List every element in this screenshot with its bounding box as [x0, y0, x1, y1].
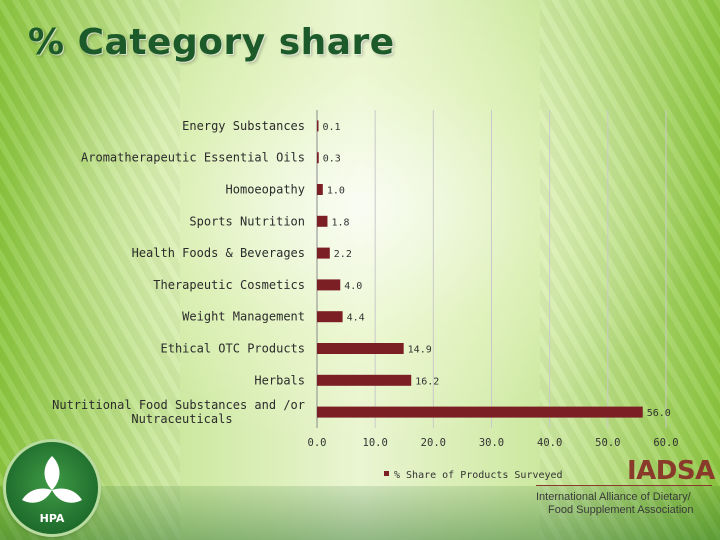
- bar: [317, 120, 319, 132]
- background-leaf-right: [540, 0, 720, 540]
- category-label: Ethical OTC Products: [161, 342, 306, 356]
- data-label: 1.8: [331, 217, 349, 228]
- bar: [317, 247, 330, 259]
- category-label: Herbals: [254, 373, 305, 387]
- x-tick-label: 20.0: [421, 437, 446, 449]
- hpa-leaf-icon: [22, 456, 82, 503]
- data-label: 14.9: [408, 345, 432, 356]
- iadsa-full-name-line2: Food Supplement Association: [548, 504, 694, 516]
- category-label: Therapeutic Cosmetics: [153, 278, 305, 292]
- bar: [317, 279, 341, 291]
- bar: [317, 374, 412, 386]
- x-tick-label: 0.0: [308, 437, 327, 449]
- data-label: 16.2: [415, 376, 439, 387]
- bar: [317, 343, 404, 354]
- bar: [317, 311, 343, 323]
- legend-label: % Share of Products Surveyed: [394, 470, 563, 481]
- legend-swatch: [384, 471, 389, 476]
- data-label: 56.0: [647, 408, 671, 419]
- x-tick-label: 30.0: [479, 437, 504, 449]
- data-label: 4.0: [344, 281, 362, 292]
- data-label: 4.4: [347, 313, 365, 324]
- hpa-logo: HPA: [6, 442, 98, 534]
- category-label: Energy Substances: [182, 119, 305, 133]
- bar: [317, 215, 328, 227]
- data-label: 2.2: [334, 249, 352, 260]
- data-label: 0.3: [323, 154, 341, 165]
- x-tick-label: 50.0: [595, 437, 620, 449]
- iadsa-full-name-line1: International Alliance of Dietary/: [536, 491, 691, 503]
- category-label: Nutritional Food Substances and /or: [52, 398, 305, 412]
- category-label: Health Foods & Beverages: [132, 246, 305, 260]
- x-tick-label: 60.0: [653, 437, 678, 449]
- bar: [317, 406, 643, 418]
- iadsa-logo-text: IADSA: [627, 456, 715, 486]
- footer-band: [0, 486, 720, 540]
- hpa-logo-text: HPA: [39, 512, 65, 525]
- x-tick-label: 10.0: [363, 437, 388, 449]
- x-tick-label: 40.0: [537, 437, 562, 449]
- data-label: 0.1: [323, 122, 341, 133]
- category-label: Aromatherapeutic Essential Oils: [81, 151, 305, 165]
- category-label: Nutraceuticals: [131, 412, 232, 426]
- category-label: Homoeopathy: [226, 183, 305, 197]
- iadsa-divider: [536, 485, 712, 486]
- bar: [317, 184, 323, 195]
- bar: [317, 152, 319, 164]
- category-label: Sports Nutrition: [189, 214, 305, 228]
- page-title: % Category share: [28, 22, 395, 63]
- category-label: Weight Management: [182, 310, 305, 324]
- data-label: 1.0: [327, 186, 345, 197]
- footer: [0, 440, 720, 540]
